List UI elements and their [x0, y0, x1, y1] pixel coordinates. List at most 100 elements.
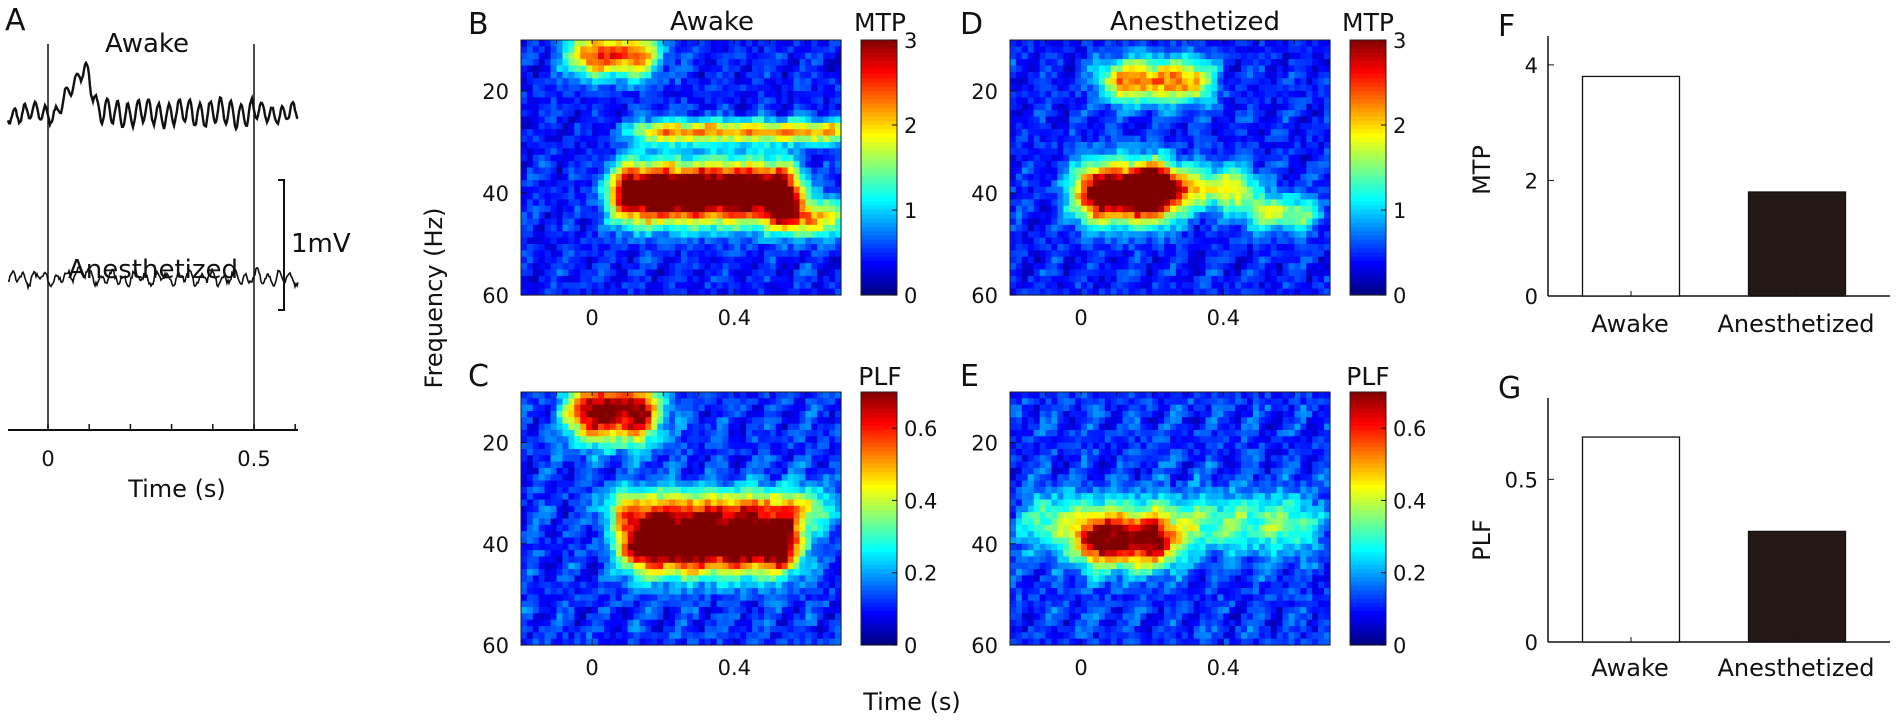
- heatmap-cell: [598, 436, 605, 444]
- heatmap-cell: [598, 97, 605, 105]
- heatmap-cell: [763, 103, 771, 111]
- heatmap-cell: [793, 537, 801, 545]
- heatmap-cell: [657, 632, 664, 640]
- heatmap-cell: [586, 581, 593, 589]
- heatmap-cell: [775, 186, 783, 194]
- heatmap-cell: [645, 263, 652, 271]
- heatmap-cell: [752, 71, 759, 79]
- heatmap-cell: [526, 518, 534, 526]
- heatmap-cell: [550, 594, 558, 602]
- heatmap-cell: [799, 486, 807, 494]
- heatmap-cell: [811, 429, 818, 437]
- heatmap-cell: [740, 186, 747, 194]
- heatmap-cell: [734, 103, 741, 111]
- heatmap-cell: [775, 148, 783, 156]
- heatmap-cell: [752, 78, 759, 86]
- heatmap-cell: [793, 619, 801, 627]
- colorbar-tick-label: 3: [904, 29, 917, 53]
- heatmap-cell: [758, 269, 765, 277]
- heatmap-cell: [615, 638, 623, 646]
- heatmap-cell: [669, 65, 676, 73]
- heatmap-cell: [538, 244, 546, 251]
- heatmap-cell: [562, 218, 570, 226]
- heatmap-cell: [811, 486, 818, 494]
- heatmap-cell: [799, 250, 807, 258]
- heatmap-cell: [1146, 78, 1153, 86]
- heatmap-cell: [586, 448, 593, 456]
- heatmap-cell: [698, 71, 706, 79]
- heatmap-cell: [580, 569, 587, 577]
- heatmap-cell: [538, 543, 546, 551]
- heatmap-cell: [686, 110, 694, 118]
- colorbar-tick-label: 0.2: [904, 562, 937, 586]
- heatmap-cell: [811, 167, 818, 175]
- heatmap-cell: [752, 543, 759, 551]
- panel-b-cells: [521, 40, 842, 296]
- heatmap-cell: [586, 429, 593, 437]
- heatmap-cell: [716, 263, 724, 271]
- heatmap-cell: [562, 244, 570, 251]
- heatmap-cell: [823, 288, 830, 296]
- heatmap-cell: [521, 423, 528, 431]
- heatmap-cell: [1229, 46, 1236, 54]
- heatmap-cell: [651, 404, 658, 412]
- heatmap-cell: [763, 486, 771, 494]
- heatmap-cell: [603, 103, 611, 111]
- heatmap-cell: [817, 505, 824, 513]
- heatmap-cell: [799, 524, 807, 532]
- heatmap-cell: [586, 116, 593, 124]
- heatmap-cell: [544, 632, 552, 640]
- heatmap-cell: [734, 626, 741, 633]
- heatmap-cell: [586, 619, 593, 627]
- heatmap-cell: [1051, 91, 1059, 98]
- heatmap-cell: [615, 524, 623, 532]
- heatmap-cell: [639, 180, 647, 188]
- heatmap-cell: [633, 116, 641, 124]
- heatmap-cell: [823, 448, 830, 456]
- heatmap-cell: [799, 410, 807, 418]
- heatmap-cell: [556, 122, 564, 130]
- heatmap-cell: [645, 288, 652, 296]
- heatmap-cell: [781, 442, 789, 450]
- heatmap-cell: [532, 275, 540, 283]
- heatmap-cell: [526, 275, 534, 283]
- heatmap-cell: [769, 410, 777, 418]
- heatmap-cell: [1217, 46, 1224, 54]
- heatmap-cell: [681, 474, 688, 482]
- heatmap-cell: [793, 493, 801, 501]
- heatmap-cell: [633, 594, 641, 602]
- heatmap-cell: [532, 263, 540, 271]
- heatmap-cell: [704, 619, 712, 627]
- heatmap-cell: [734, 244, 741, 251]
- x-tick-label: 0.4: [718, 306, 751, 330]
- heatmap-cell: [805, 237, 812, 245]
- heatmap-cell: [580, 91, 587, 98]
- heatmap-cell: [663, 269, 670, 277]
- heatmap-cell: [775, 594, 783, 602]
- heatmap-cell: [669, 231, 676, 239]
- heatmap-cell: [823, 46, 830, 54]
- heatmap-cell: [526, 46, 534, 54]
- heatmap-cell: [633, 78, 641, 86]
- heatmap-cell: [1312, 78, 1319, 86]
- heatmap-cell: [639, 607, 647, 614]
- heatmap-cell: [603, 205, 611, 213]
- colorbar-tick-label: 0: [904, 634, 917, 658]
- heatmap-cell: [574, 71, 581, 79]
- heatmap-cell: [1081, 91, 1088, 98]
- colorbar-segment: [861, 108, 897, 113]
- heatmap-cell: [633, 186, 641, 194]
- heatmap-cell: [550, 562, 558, 570]
- heatmap-cell: [746, 244, 753, 251]
- heatmap-cell: [686, 199, 694, 207]
- heatmap-cell: [1187, 65, 1195, 73]
- heatmap-cell: [793, 455, 801, 463]
- heatmap-cell: [1175, 59, 1183, 67]
- heatmap-cell: [639, 474, 647, 482]
- heatmap-cell: [793, 78, 801, 86]
- heatmap-cell: [681, 269, 688, 277]
- heatmap-cell: [615, 52, 623, 60]
- heatmap-cell: [805, 524, 812, 532]
- heatmap-cell: [651, 423, 658, 431]
- colorbar-segment: [861, 61, 897, 67]
